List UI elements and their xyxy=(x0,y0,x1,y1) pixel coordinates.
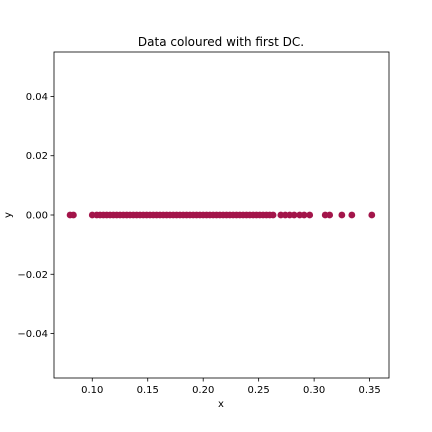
data-point xyxy=(306,211,314,219)
y-axis-ticks: 0.04 0.02 0.00 −0.02 −0.04 xyxy=(17,92,54,340)
data-point xyxy=(290,211,298,219)
data-point xyxy=(269,211,277,219)
x-axis-label: x xyxy=(218,399,224,410)
y-tick-label: −0.04 xyxy=(17,329,48,340)
x-tick-label: 0.15 xyxy=(137,385,159,396)
x-tick-label: 0.30 xyxy=(303,385,325,396)
data-points xyxy=(66,211,376,219)
x-tick-label: 0.35 xyxy=(358,385,380,396)
data-point xyxy=(326,211,334,219)
data-point xyxy=(348,211,356,219)
data-point xyxy=(70,211,77,219)
x-tick-label: 0.10 xyxy=(81,385,103,396)
x-tick-label: 0.25 xyxy=(248,385,270,396)
y-tick-label: 0.00 xyxy=(26,211,48,222)
data-point xyxy=(368,211,376,219)
data-point xyxy=(300,211,308,219)
y-tick-label: −0.02 xyxy=(17,270,48,281)
y-tick-label: 0.02 xyxy=(26,151,48,162)
y-tick-label: 0.04 xyxy=(26,92,48,103)
data-point xyxy=(338,211,346,219)
chart-title: Data coloured with first DC. xyxy=(138,35,304,49)
y-axis-label: y xyxy=(3,212,14,218)
x-axis-ticks: 0.10 0.15 0.20 0.25 0.30 0.35 xyxy=(81,378,381,396)
x-tick-label: 0.20 xyxy=(192,385,214,396)
